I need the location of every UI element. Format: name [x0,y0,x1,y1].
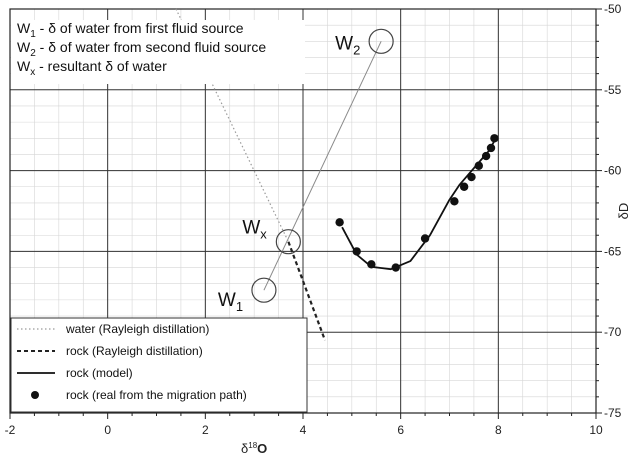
rock-real-point [352,247,361,256]
x-tick-label: -2 [5,423,16,437]
y-tick-label: -60 [604,164,622,178]
rock-real-point [474,161,483,170]
legend-symbol-rock-real [31,391,39,399]
rock-real-point [486,143,496,153]
y-tick-label: -65 [604,244,622,258]
point-label-w2: W2 [335,33,360,57]
x-axis-label: δ18O [241,441,267,456]
mixing-line [263,41,382,291]
rock-real-point [367,260,376,269]
annotation-box: W1 - δ of water from first fluid source … [11,20,305,84]
point-circle-w1 [251,277,277,303]
annotation-w2: W2 - δ of water from second fluid source [17,39,266,59]
rock-real-point [420,234,430,243]
rock-real-point [490,134,499,143]
y-tick-label: -55 [604,83,622,97]
rock-real-point [335,218,344,227]
rock-rayleigh-line [287,241,327,341]
y-axis-label: δD [616,203,631,220]
rock-real-point [481,151,491,161]
legend-label-rock-model: rock (model) [66,366,133,380]
rock-real-point [391,263,400,272]
point-label-w1: W1 [218,290,243,314]
x-tick-label: 0 [104,423,111,437]
x-tick-label: 8 [495,423,502,437]
legend-label-rock-real: rock (real from the migration path) [66,388,247,402]
point-circle-w2 [368,28,394,54]
rock-model-line [341,137,497,271]
legend-background [10,317,308,413]
legend-label-water-rayleigh: water (Rayleigh distillation) [65,322,209,336]
point-label-layer: W1 W2 Wx [218,28,394,314]
x-tick-label: 2 [202,423,209,437]
x-axis-label-delta: δ [241,441,248,456]
x-axis-label-sup: 18 [248,441,257,450]
ticks [9,8,602,419]
point-label-wx: Wx [242,218,267,242]
series-layer [175,8,499,341]
x-tick-label: 10 [589,423,603,437]
annotation-background [11,20,305,84]
point-circle-wx [275,229,301,255]
rock-real-point [459,182,469,191]
y-tick-label: -70 [604,325,622,339]
rock-real-point [467,172,476,182]
rock-real-point [450,197,459,206]
y-tick-label: -50 [604,2,622,16]
water-rayleigh-line [175,8,289,242]
annotation-wx: Wx - resultant δ of water [17,58,167,78]
tick-labels: -2 0 2 4 6 8 10 -50 -55 -60 -65 -70 -75 [5,2,622,437]
x-axis-label-o: O [257,441,267,456]
legend: water (Rayleigh distillation) rock (Rayl… [10,317,308,413]
x-tick-label: 4 [300,423,307,437]
x-tick-label: 6 [397,423,404,437]
y-tick-label: -75 [604,406,622,420]
annotation-w1: W1 - δ of water from first fluid source [17,20,244,40]
legend-label-rock-rayleigh: rock (Rayleigh distillation) [66,344,203,358]
